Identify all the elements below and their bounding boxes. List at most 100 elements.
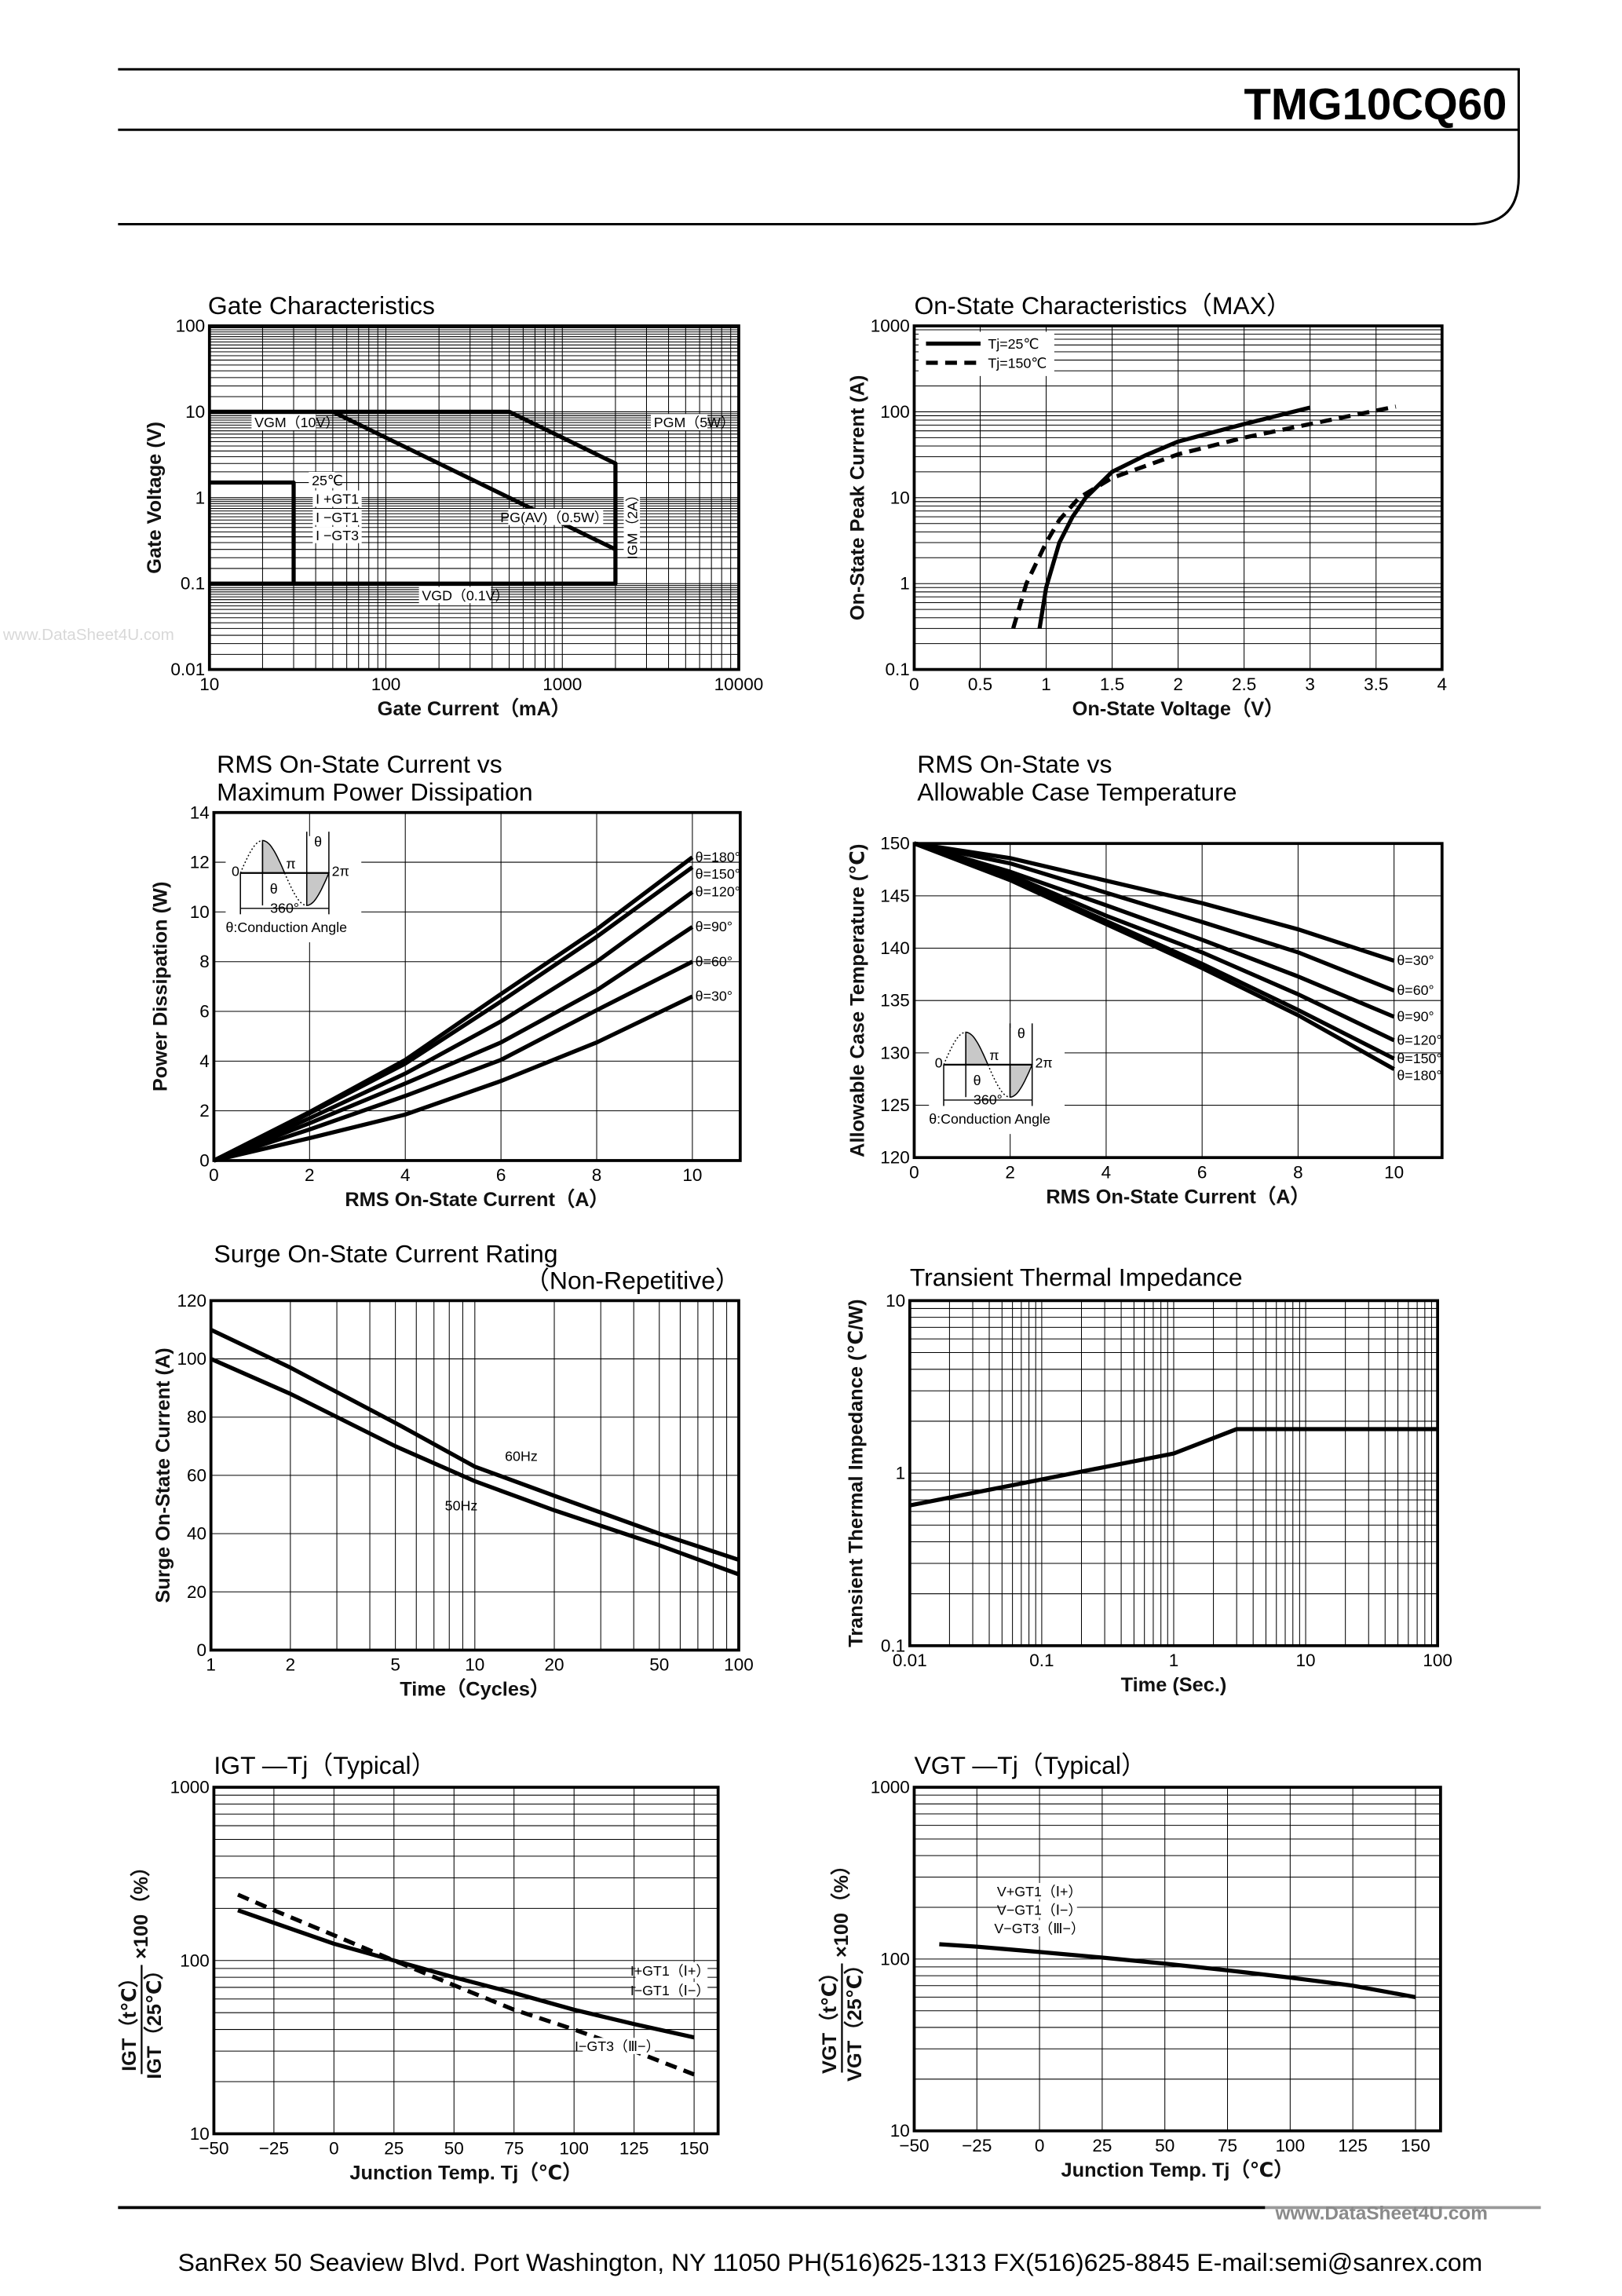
inset-label-two-pi: 2π [332, 864, 349, 879]
y-tick-label: 6 [199, 1002, 210, 1022]
series-line-0 [1037, 405, 1311, 629]
x-tick-label: 150 [679, 2139, 709, 2159]
x-tick-label: 75 [504, 2139, 524, 2159]
x-tick-label: 75 [1218, 2136, 1237, 2155]
x-tick-label: 2 [305, 1165, 315, 1185]
x-axis-label: Time（Cycles） [400, 1678, 550, 1701]
y-tick-label: 80 [187, 1407, 206, 1427]
series-line-2 [209, 480, 296, 584]
series-line-2 [213, 890, 694, 1163]
inset-label-zero: 0 [935, 1055, 943, 1071]
chart-title: Gate Characteristics [208, 291, 435, 320]
series-line-4 [213, 960, 694, 1163]
y-tick-label: 2 [199, 1101, 210, 1121]
y-label-denominator: IGT（25℃） [143, 1960, 166, 2079]
chart-title: Surge On-State Current Rating [214, 1240, 557, 1268]
watermark-left: www.DataSheet4U.com [2, 626, 174, 644]
y-axis-label: Surge On-State Current (A) [152, 1347, 174, 1603]
plot-frame [912, 842, 1444, 1160]
y-tick-label: 0 [199, 1150, 210, 1170]
y-tick-label: 0.1 [886, 660, 910, 679]
y-tick-label: 1000 [871, 1778, 910, 1797]
chart-title: （Non-Repetitive） [524, 1266, 740, 1294]
x-tick-label: 4 [1101, 1162, 1112, 1182]
series-line-0 [210, 1328, 740, 1562]
inset-label-theta: θ [270, 881, 278, 897]
x-tick-label: 50 [1155, 2136, 1174, 2155]
x-tick-label: 1 [1169, 1651, 1179, 1670]
series-line-0 [939, 1942, 1416, 2000]
series-line-0 [237, 1908, 695, 2040]
y-tick-label: 40 [187, 1524, 206, 1544]
y-label-numerator: VGT（t℃） [818, 1962, 841, 2074]
annotation-background [312, 508, 362, 525]
y-tick-label: 0.01 [170, 660, 205, 679]
x-tick-label: 100 [1276, 2136, 1306, 2155]
chart-title: RMS On-State Current vs [217, 750, 502, 778]
x-tick-label: 6 [1197, 1162, 1207, 1182]
y-tick-label: 1 [896, 1464, 906, 1483]
x-tick-label: 8 [592, 1165, 602, 1185]
annotation-background [1005, 1901, 1077, 1918]
y-tick-label: 140 [880, 938, 910, 958]
y-tick-label: 145 [880, 886, 910, 905]
x-tick-label: 50 [649, 1655, 669, 1675]
x-tick-label: −50 [199, 2139, 228, 2159]
series-label: θ=180° [696, 849, 740, 865]
x-tick-label: 3.5 [1364, 675, 1388, 694]
x-tick-label: 5 [390, 1655, 400, 1675]
x-tick-label: 25 [384, 2139, 404, 2159]
x-tick-label: 6 [496, 1165, 506, 1185]
x-tick-label: −50 [899, 2136, 929, 2155]
inset-caption: θ:Conduction Angle [929, 1111, 1050, 1127]
annotation-background [309, 471, 335, 488]
x-tick-label: 10000 [714, 675, 764, 694]
inset-background [929, 1027, 1065, 1135]
y-tick-label: 130 [880, 1043, 910, 1062]
x-tick-label: 0.1 [1029, 1651, 1054, 1670]
watermark-footer: www.DataSheet4U.com [1275, 2203, 1488, 2224]
series-label: θ=30° [696, 989, 732, 1004]
series-line-1 [210, 1357, 740, 1577]
y-tick-label: 100 [180, 1951, 210, 1970]
y-tick-label: 10 [185, 402, 205, 422]
y-tick-label: 10 [190, 2124, 210, 2144]
x-tick-label: 0.01 [893, 1651, 927, 1670]
series-line-5 [213, 994, 694, 1163]
annotation-label: I −GT1 [316, 510, 359, 525]
x-axis-label: Junction Temp. Tj（℃） [1061, 2159, 1294, 2181]
legend-background [919, 331, 1054, 376]
x-tick-label: 3 [1305, 675, 1315, 694]
chart-title: Transient Thermal Impedance [910, 1263, 1243, 1292]
plot-frame [912, 1786, 1442, 2133]
x-tick-label: 100 [559, 2139, 589, 2159]
y-axis-label: Gate Voltage (V) [144, 422, 166, 574]
x-tick-label: 2.5 [1232, 675, 1256, 694]
x-axis-label: RMS On-State Current（A） [1046, 1185, 1310, 1208]
x-tick-label: 0 [329, 2139, 339, 2159]
x-axis-label: Junction Temp. Tj（℃） [349, 2162, 582, 2184]
chart-title: Maximum Power Dissipation [217, 778, 532, 806]
x-tick-label: 50 [444, 2139, 464, 2159]
annotation-background [635, 1982, 708, 1998]
plot-frame [207, 324, 740, 671]
series-line-3 [913, 841, 1395, 1043]
annotation-background [623, 493, 641, 550]
annotation-label: IGM（2A） [624, 488, 640, 559]
y-label-factor: ×100（%） [130, 1857, 152, 1959]
series-line-0 [209, 409, 618, 586]
annotation-background [651, 414, 708, 430]
y-tick-label: 150 [880, 834, 910, 854]
legend-label: Tj=25℃ [988, 336, 1039, 352]
x-tick-label: 125 [619, 2139, 649, 2159]
y-tick-label: 10 [890, 2121, 910, 2141]
y-tick-label: 0 [197, 1640, 207, 1660]
plot-frame [209, 1299, 740, 1652]
annotation-background [312, 490, 362, 507]
conduction-angle-diagram: 0 π 2π θ θ 360° θ:Conduction Angle [225, 832, 362, 943]
x-tick-label: 100 [1423, 1651, 1452, 1670]
x-tick-label: 4 [1438, 675, 1448, 694]
inset-label-theta: θ [1017, 1026, 1025, 1041]
series-label: θ=60° [696, 953, 732, 969]
hatched-negative-lobe [1009, 1064, 1033, 1099]
